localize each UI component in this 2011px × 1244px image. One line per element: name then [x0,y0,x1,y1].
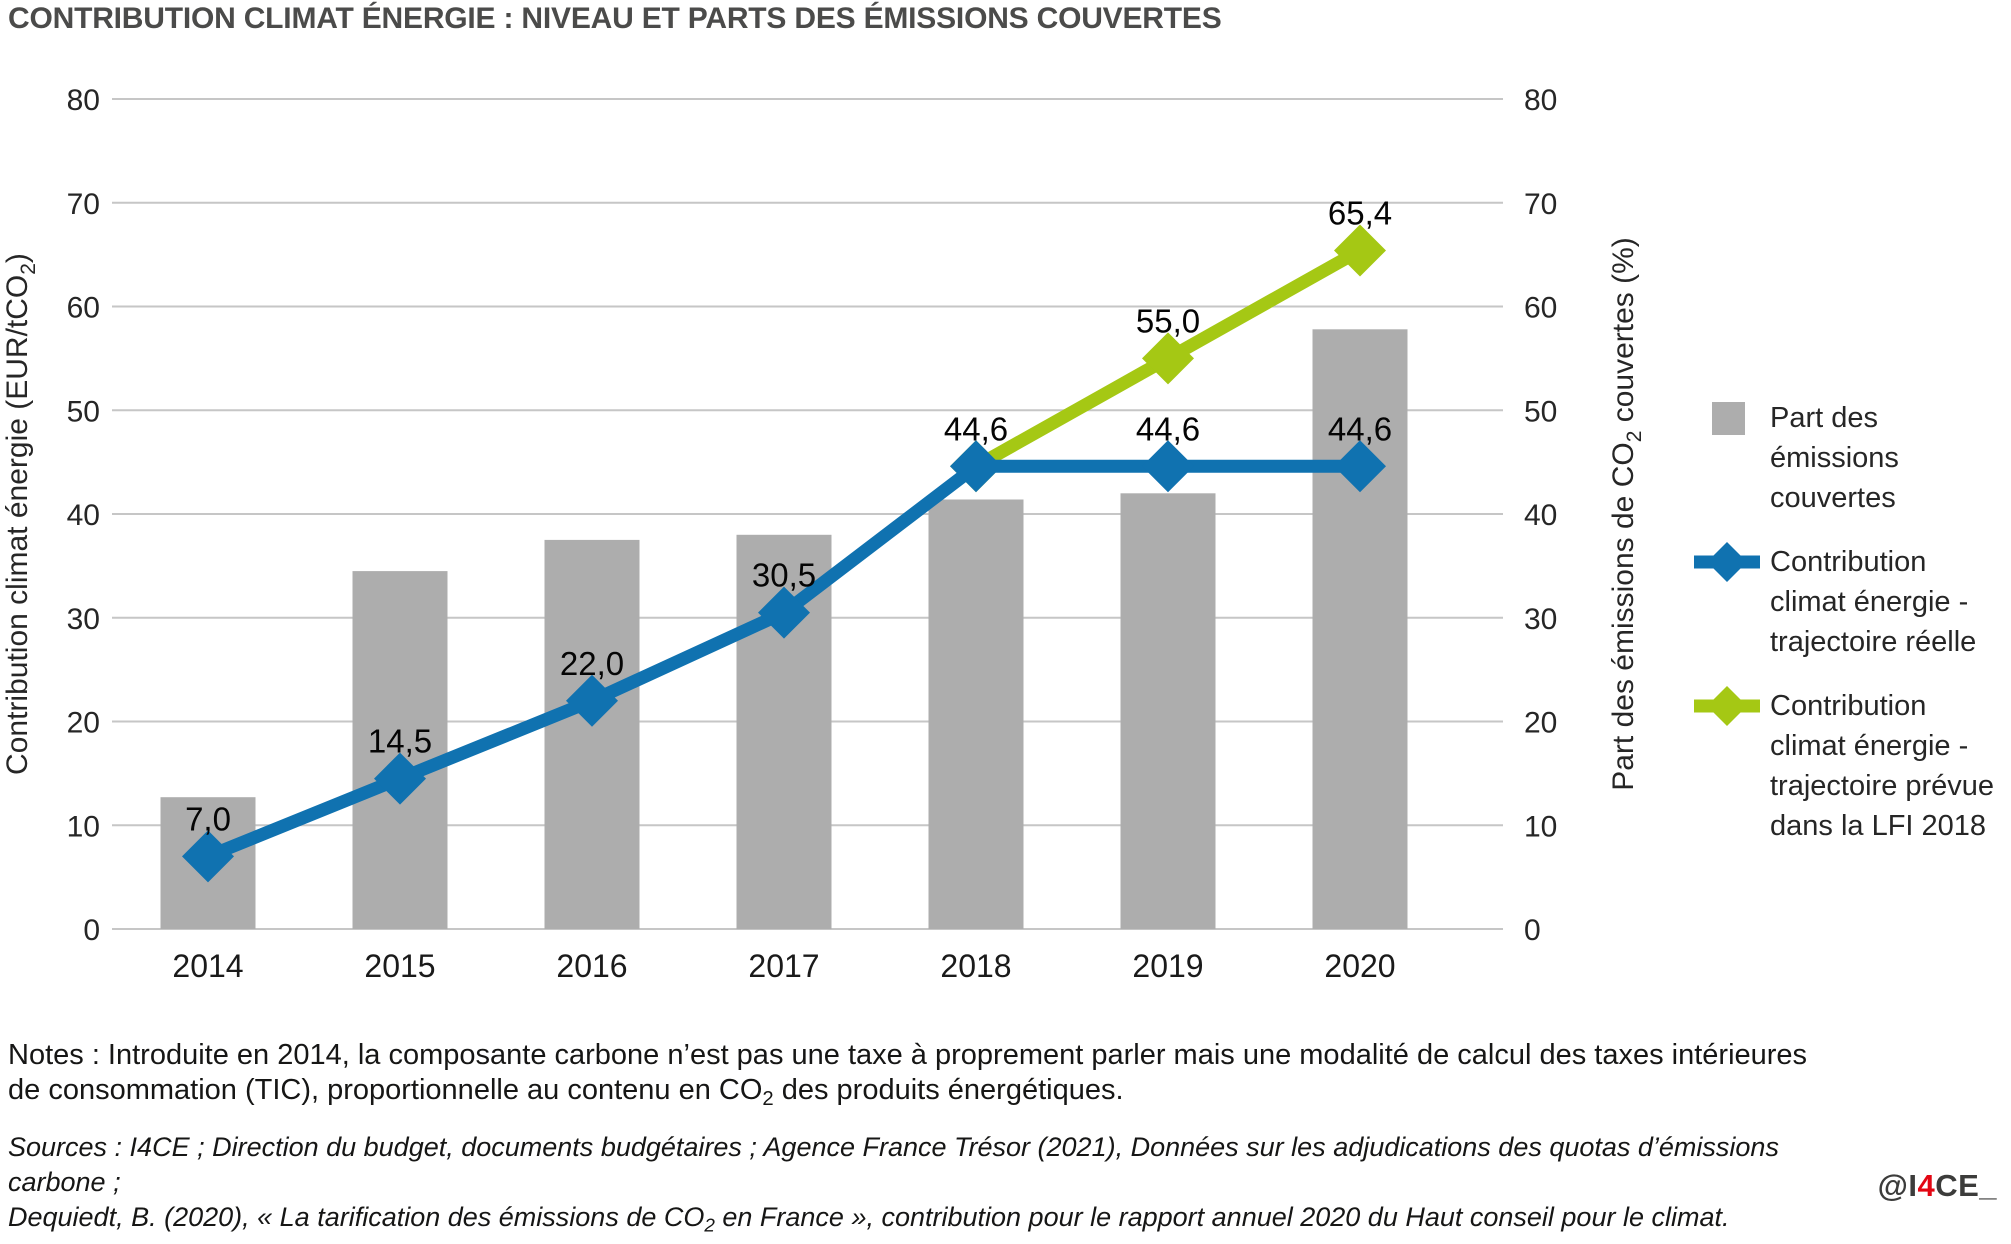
line-diamond-icon [1694,686,1760,726]
legend-item-label: Contribution climat énergie - trajectoir… [1770,546,1977,658]
legend-item-1: Contribution climat énergie - trajectoir… [1694,542,2010,662]
y-right-tick: 60 [1524,292,1557,325]
value-label: 55,0 [1136,302,1200,339]
y-left-axis-title: Contribution climat énergie (EUR/tCO2) [1,253,40,775]
sources-text: Sources : I4CE ; Direction du budget, do… [8,1132,1779,1237]
diamond-marker [950,440,1002,493]
x-axis-label: 2015 [364,948,435,984]
y-left-tick: 20 [67,707,100,740]
legend-item-label: Part des émissions couvertes [1770,402,1899,514]
bar-2016 [544,539,640,929]
y-left-tick: 80 [67,84,100,117]
y-left-tick: 50 [67,395,100,428]
y-right-tick: 0 [1524,914,1541,947]
bar-2020 [1312,329,1408,929]
chart-title: CONTRIBUTION CLIMAT ÉNERGIE : NIVEAU ET … [8,2,1222,35]
diamond-marker [1334,440,1386,493]
y-left-tick: 10 [67,810,100,843]
y-right-tick: 70 [1524,188,1557,221]
y-right-tick: 40 [1524,499,1557,532]
bar-2019 [1120,493,1216,930]
diamond-marker [1334,224,1386,277]
y-left-tick: 60 [67,292,100,325]
y-right-tick: 10 [1524,810,1557,843]
value-label: 44,6 [944,410,1008,447]
value-label: 22,0 [560,645,624,682]
y-right-tick: 80 [1524,84,1557,117]
y-right-tick: 20 [1524,707,1557,740]
bar-2018 [928,499,1024,929]
legend: Part des émissions couvertes Contribution… [1694,398,2010,846]
y-right-tick: 30 [1524,603,1557,636]
legend-bar-swatch-icon [1694,398,1760,438]
handle-prefix: @I [1877,1168,1918,1203]
handle-highlight: 4 [1917,1168,1936,1203]
square-swatch-icon [1712,402,1745,435]
line-diamond-icon [1694,542,1760,582]
y-left-tick: 30 [67,603,100,636]
y-right-axis-title: Part des émissions de CO2 couvertes (%) [1607,237,1646,791]
value-label: 30,5 [752,557,816,594]
value-label: 14,5 [368,723,432,760]
legend-item-2: Contribution climat énergie - trajectoir… [1694,686,2010,846]
value-label: 65,4 [1328,195,1392,232]
value-label: 44,6 [1136,410,1200,447]
y-left-tick: 70 [67,188,100,221]
legend-item-label: Contribution climat énergie - trajectoir… [1770,690,1995,842]
handle-suffix: CE_ [1935,1168,1997,1203]
twitter-handle: @I4CE_ [1878,1168,1997,1204]
x-axis-label: 2016 [556,948,627,984]
x-axis-label: 2018 [940,948,1011,984]
value-label: 7,0 [185,800,231,837]
x-axis-label: 2019 [1132,948,1203,984]
diamond-marker [566,674,618,727]
x-axis-label: 2020 [1324,948,1395,984]
y-left-tick: 0 [83,914,100,947]
y-right-tick: 50 [1524,395,1557,428]
diamond-marker [1142,440,1194,493]
x-axis-label: 2017 [748,948,819,984]
diamond-marker [374,752,426,805]
notes-text: Notes : Introduite en 2014, la composant… [8,1039,1808,1111]
legend-line-swatch-icon [1694,686,1760,726]
x-axis-label: 2014 [172,948,243,984]
y-left-tick: 40 [67,499,100,532]
bar-2015 [352,571,448,929]
diamond-marker [758,586,810,639]
diamond-marker [1142,332,1194,385]
legend-item-0: Part des émissions couvertes [1694,398,2010,518]
value-label: 44,6 [1328,410,1392,447]
combo-chart: 7,0 14,5 22,0 30,5 44,6 44,6 44,6 55,0 65,4 0 10 20… [1,84,1646,984]
diamond-marker [182,830,234,883]
legend-line-swatch-icon [1694,542,1760,582]
